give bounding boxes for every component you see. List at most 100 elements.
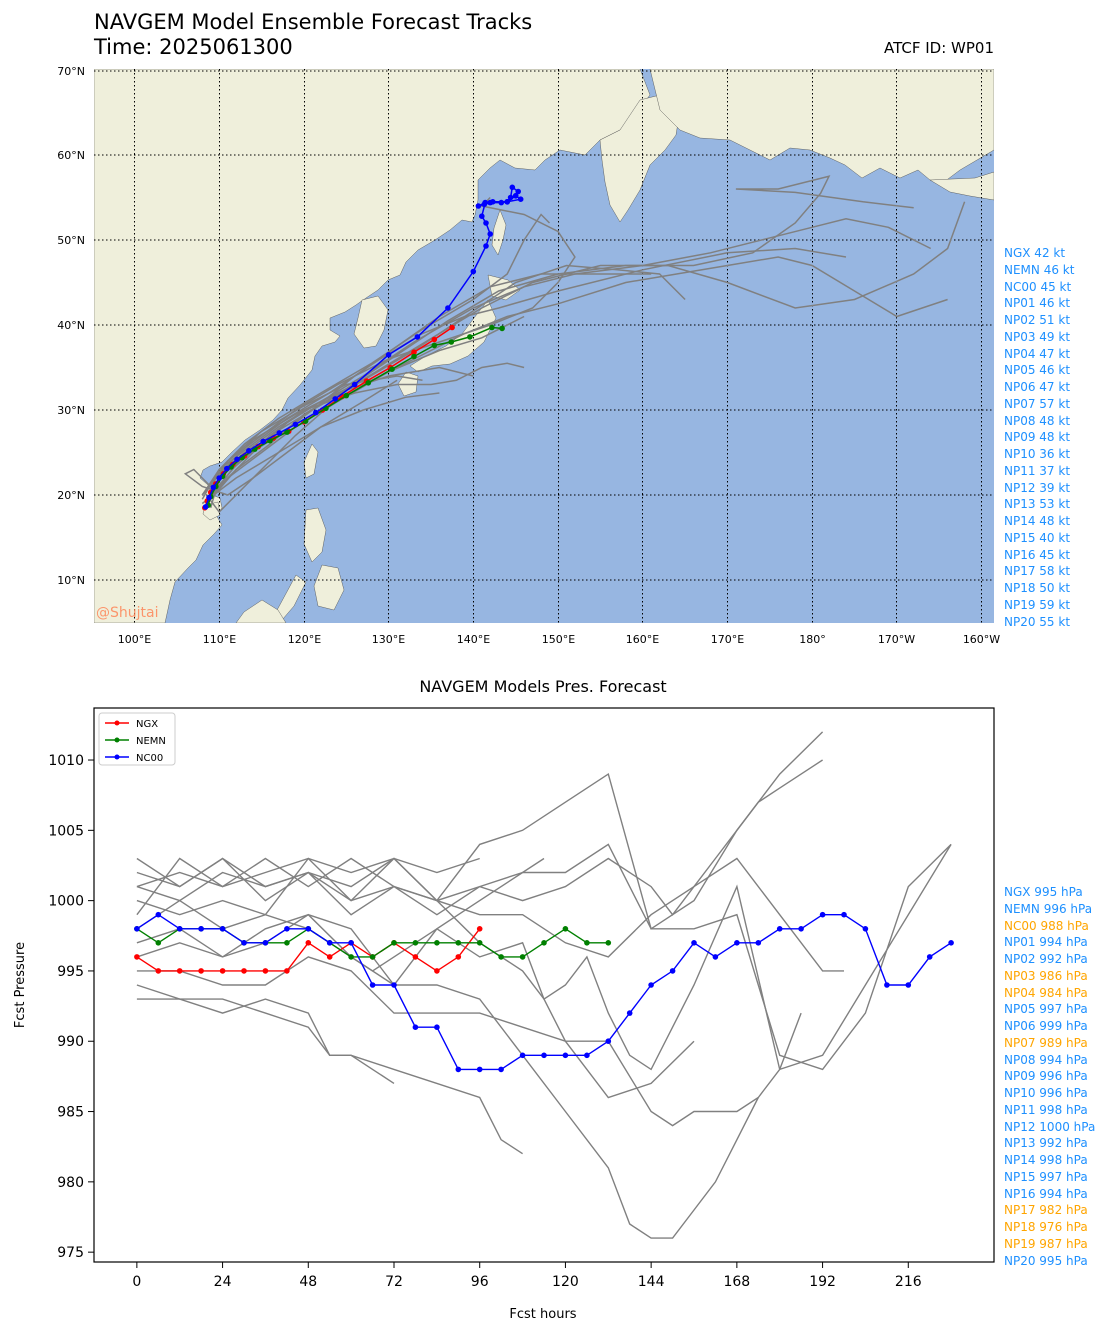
member-track [201,201,966,496]
legend-marker [114,737,120,743]
lon-label: 140°E [457,633,490,646]
pressure-lines [134,731,954,1239]
lat-label: 30°N [57,404,85,417]
track-point [224,465,230,472]
legend-label: NC00 [136,753,163,764]
track-point [507,194,514,201]
data-point [305,940,312,946]
member-line [136,731,824,930]
list-item: NP15 997 hPa [1004,1169,1088,1184]
track-point [479,213,485,219]
track-point [487,199,494,206]
data-point [284,926,290,932]
member-track [201,366,474,496]
data-point [562,926,569,932]
plot-frame [93,707,995,1263]
list-item: NP09 48 kt [1004,430,1071,445]
data-point [412,940,419,946]
data-point [476,1066,483,1073]
legend-label: NEMN [136,736,166,747]
watermark: @Shujtai [96,605,158,621]
list-item: NP12 1000 hPa [1004,1119,1096,1134]
data-point [305,926,312,932]
track-point [487,231,494,237]
data-point [262,940,269,946]
y-tick-label: 1010 [48,753,84,769]
list-item: NGX 995 hPa [1004,885,1083,899]
lon-label: 100°E [118,633,151,646]
lon-label: 170°W [878,633,915,646]
data-point [369,982,376,988]
data-point [176,926,183,932]
data-point [241,940,247,946]
y-axis-label: Fcst Pressure [13,942,28,1028]
list-item: NP20 55 kt [1004,614,1071,629]
track-point [411,349,417,356]
track-point [504,199,511,205]
data-point [476,940,483,946]
list-item: NP13 53 kt [1004,497,1071,512]
data-point [455,940,462,946]
data-point [562,1052,569,1059]
member-line [136,956,802,1127]
data-point [755,940,762,946]
data-point [498,954,504,960]
lon-label: 130°E [372,633,405,646]
pressure-chart: NAVGEM Models Pres. Forecast 975 980 985 99… [13,677,995,1322]
lat-label: 40°N [57,319,85,332]
track-point [313,409,319,416]
list-item: NP03 986 hPa [1004,968,1088,983]
data-point [519,954,526,960]
track-point [411,353,417,360]
track-point [475,203,482,209]
list-item: NC00 988 hPa [1004,918,1089,933]
track-point [216,475,222,481]
list-item: NP08 994 hPa [1004,1052,1088,1067]
track-point [210,484,217,491]
data-point [798,926,804,932]
x-tick-label: 120 [552,1274,579,1290]
data-point [605,1038,612,1044]
data-point [412,954,419,960]
data-point [541,940,547,946]
track-point [284,429,290,435]
data-point [219,926,226,932]
track-point [515,188,521,195]
list-item: NP11 37 kt [1004,463,1071,478]
data-point [669,968,676,974]
y-tick-label: 980 [57,1175,84,1191]
data-point [605,940,612,946]
data-point [776,926,783,932]
track-point [498,199,505,206]
track-point [431,336,438,343]
legend-marker [114,720,120,726]
track-point [206,494,212,501]
list-item: NP13 992 hPa [1004,1136,1088,1151]
data-point [819,911,826,918]
data-point [348,954,354,960]
data-point [134,954,140,960]
legend-marker [114,754,120,760]
member-track [205,256,948,514]
data-point [455,954,462,960]
member-track [210,196,576,487]
data-point [712,954,719,960]
data-point [155,911,162,918]
list-item: NP02 51 kt [1004,313,1071,327]
data-point [369,954,376,960]
list-item: NP10 36 kt [1004,447,1071,461]
wind-list: NGX 42 kt NEMN 46 kt NC00 45 kt NP01 46 kt N… [1004,245,1074,630]
member-line [136,857,844,972]
data-point [412,1024,419,1030]
track-point [489,324,495,331]
list-item: NP19 987 hPa [1004,1236,1088,1251]
y-tick-label: 1005 [48,823,84,839]
x-tick-label: 72 [385,1274,403,1290]
list-item: NP02 992 hPa [1004,952,1088,966]
track-point [260,438,267,445]
map-title: NAVGEM Model Ensemble Forecast Tracks [94,10,533,34]
track-point [509,184,516,191]
data-point [326,954,333,960]
data-point [691,940,697,946]
data-point [155,968,162,974]
